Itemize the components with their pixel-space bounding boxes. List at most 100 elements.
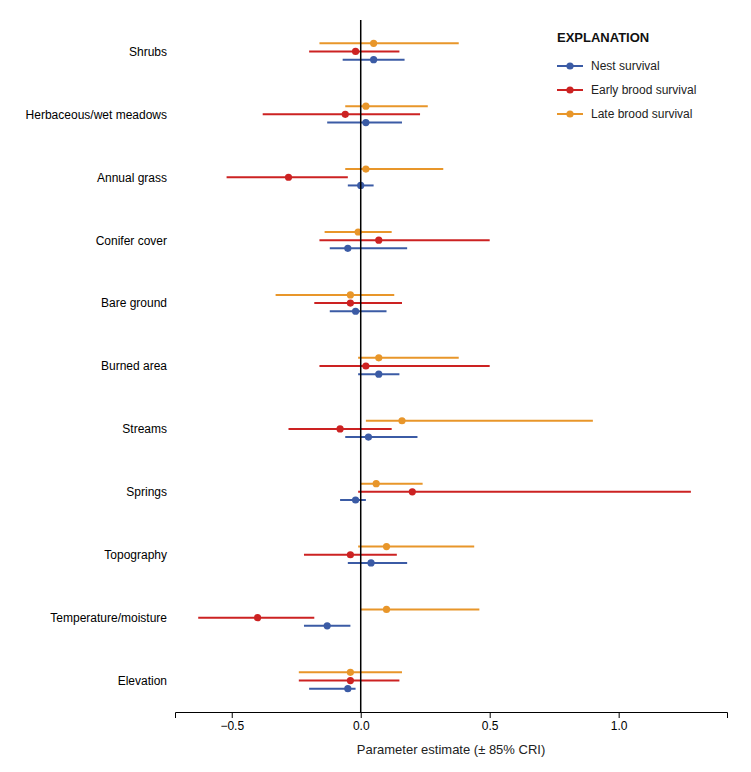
point-estimate: [383, 543, 390, 550]
point-estimate: [254, 614, 261, 621]
interval: [358, 357, 459, 359]
y-tick-label: Conifer cover: [96, 234, 167, 248]
x-tick-label: 0.5: [482, 719, 499, 733]
y-tick: Bare ground: [101, 296, 167, 310]
y-tick-label: Burned area: [101, 359, 167, 373]
point-estimate: [375, 237, 382, 244]
point-estimate: [362, 103, 369, 110]
point-estimate: [409, 488, 416, 495]
y-tick-label: Shrubs: [129, 45, 167, 59]
x-tick-mark: [361, 712, 362, 718]
point-estimate: [362, 119, 369, 126]
legend-item: Nest survival: [557, 59, 660, 73]
x-axis: −0.5 0.0 0.5 1.0: [176, 712, 728, 733]
point-estimate: [352, 496, 359, 503]
y-tick: Streams: [122, 422, 167, 436]
x-tick-label: 0.0: [353, 719, 370, 733]
interval: [345, 105, 428, 107]
interval: [319, 42, 458, 44]
chart: −0.5 0.0 0.5 1.0 Shrubs Herbaceous/wet meadow…: [0, 0, 751, 772]
y-tick-label: Topography: [104, 548, 167, 562]
x-tick-mark: [619, 712, 620, 718]
y-tick: Springs: [126, 485, 167, 499]
y-tick: Topography: [104, 548, 167, 562]
interval: [358, 546, 474, 548]
point-estimate: [285, 174, 292, 181]
legend-item: Early brood survival: [557, 83, 696, 97]
point-estimate: [383, 606, 390, 613]
y-tick-label: Bare ground: [101, 296, 167, 310]
legend-label: Early brood survival: [591, 83, 696, 97]
x-tick-label: 1.0: [611, 719, 628, 733]
point-estimate: [367, 559, 374, 566]
interval: [276, 294, 395, 296]
point-estimate: [373, 480, 380, 487]
point-estimate: [362, 165, 369, 172]
x-tick-mark: [232, 712, 233, 718]
legend-item: Late brood survival: [557, 107, 692, 121]
point-estimate: [352, 48, 359, 55]
x-tick: 0.5: [482, 712, 499, 733]
point-estimate: [347, 551, 354, 558]
point-estimate: [336, 425, 343, 432]
y-tick: Shrubs: [129, 45, 167, 59]
point-estimate: [324, 622, 331, 629]
interval: [345, 168, 443, 170]
interval: [361, 608, 480, 610]
point-estimate: [370, 56, 377, 63]
y-tick-label: Streams: [122, 422, 167, 436]
x-tick-label: −0.5: [220, 719, 244, 733]
legend-title: EXPLANATION: [557, 30, 649, 45]
y-tick: Burned area: [101, 359, 167, 373]
interval: [319, 365, 489, 367]
point-estimate: [365, 433, 372, 440]
y-tick-label: Springs: [126, 485, 167, 499]
point-estimate: [347, 299, 354, 306]
x-axis-title: Parameter estimate (± 85% CRI): [357, 742, 545, 757]
point-estimate: [398, 417, 405, 424]
point-estimate: [344, 685, 351, 692]
point-estimate: [362, 362, 369, 369]
point-estimate: [375, 354, 382, 361]
y-tick: Conifer cover: [96, 234, 167, 248]
interval: [330, 247, 407, 249]
y-tick: Herbaceous/wet meadows: [26, 108, 167, 122]
x-tick: 0.0: [353, 712, 370, 733]
legend-swatch-marker: [566, 86, 573, 93]
point-estimate: [342, 111, 349, 118]
point-estimate: [347, 677, 354, 684]
interval: [263, 113, 420, 115]
point-estimate: [352, 308, 359, 315]
legend-swatch-marker: [566, 62, 573, 69]
plot-area: [198, 20, 691, 712]
reference-line: [360, 20, 362, 712]
interval: [358, 491, 691, 493]
interval: [345, 436, 417, 438]
point-estimate: [347, 291, 354, 298]
series: [276, 40, 593, 676]
x-tick: 1.0: [611, 712, 628, 733]
point-estimate: [370, 40, 377, 47]
x-tick: −0.5: [220, 712, 244, 733]
y-tick: Elevation: [118, 674, 167, 688]
point-estimate: [344, 245, 351, 252]
point-estimate: [347, 669, 354, 676]
x-tick-mark: [490, 712, 491, 718]
y-axis: Shrubs Herbaceous/wet meadows Annual grass…: [26, 45, 168, 688]
legend-label: Late brood survival: [591, 107, 692, 121]
y-tick-label: Annual grass: [97, 171, 167, 185]
legend: EXPLANATION Nest survival Early brood surv…: [557, 30, 696, 121]
interval: [314, 302, 402, 304]
y-tick: Temperature/moisture: [50, 611, 167, 625]
point-estimate: [375, 371, 382, 378]
y-tick-label: Elevation: [118, 674, 167, 688]
y-tick-label: Temperature/moisture: [50, 611, 167, 625]
legend-swatch-marker: [566, 110, 573, 117]
interval: [361, 483, 423, 485]
y-tick-label: Herbaceous/wet meadows: [26, 108, 167, 122]
interval: [348, 562, 407, 564]
interval: [319, 239, 489, 241]
legend-label: Nest survival: [591, 59, 660, 73]
x-axis-line: [176, 713, 728, 719]
series: [198, 48, 691, 684]
